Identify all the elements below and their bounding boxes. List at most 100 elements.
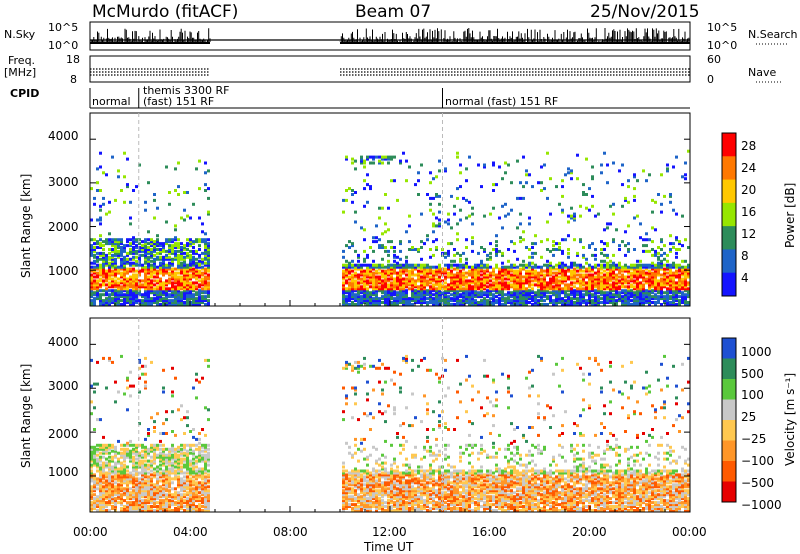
power-cell [96, 279, 99, 283]
power-cell [489, 297, 492, 301]
power-cell [399, 271, 402, 275]
power-cell [96, 181, 99, 185]
power-cell [132, 275, 135, 279]
power-cell [348, 240, 351, 244]
power-cell [192, 281, 195, 285]
power-cell [171, 238, 174, 242]
power-cell [552, 277, 555, 281]
power-ytick-1000: 1000 [48, 264, 79, 278]
vel-cell [207, 473, 210, 477]
power-cell [114, 269, 117, 273]
power-cell [405, 265, 408, 269]
power-cell [420, 271, 423, 275]
power-cell [540, 181, 543, 185]
vel-cell [189, 461, 192, 465]
power-cell [117, 277, 120, 281]
vel-cell [105, 509, 108, 512]
power-cell [648, 238, 651, 242]
power-cell [168, 301, 171, 304]
vel-cell [126, 447, 129, 451]
power-cell [159, 255, 162, 259]
power-cell [501, 265, 504, 269]
power-cell [567, 265, 570, 269]
vel-cell [117, 459, 120, 463]
vel-cell [189, 487, 192, 491]
power-cell [162, 271, 165, 275]
power-cell [543, 277, 546, 281]
power-cell [159, 299, 162, 303]
power-cell [600, 283, 603, 287]
power-cell [420, 240, 423, 244]
power-cell [117, 271, 120, 275]
vel-cell [132, 479, 135, 483]
power-cell [519, 273, 522, 277]
power-cell [102, 279, 105, 283]
vel-cell [156, 443, 159, 447]
vel-cell [126, 507, 129, 510]
power-cell [153, 242, 156, 246]
power-cell [366, 289, 369, 293]
power-cell [486, 281, 489, 285]
vel-cell [123, 467, 126, 471]
vel-cell [108, 451, 111, 455]
power-cell [168, 261, 171, 265]
power-cell [180, 275, 183, 279]
vel-cell [174, 447, 177, 451]
power-cell [534, 283, 537, 287]
power-cell [609, 283, 612, 287]
power-cell [126, 301, 129, 304]
power-cell [594, 253, 597, 257]
power-cell [465, 198, 468, 202]
power-cell [429, 248, 432, 251]
power-cell [645, 289, 648, 293]
power-cell [138, 281, 141, 285]
vel-cell [177, 453, 180, 457]
vel-cell [105, 491, 108, 495]
power-cell [195, 261, 198, 265]
vel-cell [144, 455, 147, 459]
power-cell [111, 299, 114, 303]
power-cell [567, 214, 570, 218]
nsearch-tick-bottom: 10^0 [707, 39, 738, 52]
vel-cell [159, 471, 162, 475]
power-cell [396, 198, 399, 202]
power-cell [345, 289, 348, 293]
vel-cell [141, 443, 144, 447]
power-cell [183, 303, 186, 306]
power-cell [123, 263, 126, 267]
power-cell [666, 301, 669, 304]
power-cell [453, 275, 456, 279]
power-cell [411, 289, 414, 293]
power-cell [528, 297, 531, 301]
power-cell [474, 291, 477, 295]
vel-cell [102, 447, 105, 451]
power-cell [684, 279, 687, 283]
power-cell [576, 281, 579, 285]
power-cell [543, 283, 546, 287]
power-cell [420, 299, 423, 303]
power-cell [153, 240, 156, 244]
vel-cell [114, 447, 117, 451]
power-cell [186, 279, 189, 283]
power-cell [111, 293, 114, 297]
power-cell [498, 277, 501, 281]
power-cell [660, 240, 663, 244]
power-cell [633, 173, 636, 177]
power-cell [615, 303, 618, 306]
power-cell [192, 297, 195, 301]
power-cell [408, 214, 411, 218]
power-cell [348, 263, 351, 267]
vel-cell [114, 451, 117, 455]
power-cell [171, 273, 174, 277]
vel-cell [144, 493, 147, 497]
power-cell [402, 285, 405, 289]
power-cell [420, 291, 423, 295]
power-cell [420, 301, 423, 304]
power-cell [156, 269, 159, 273]
vel-cell [150, 509, 153, 512]
power-cell [120, 240, 123, 244]
vel-cell [141, 495, 144, 499]
power-cell [639, 297, 642, 301]
power-cell [489, 257, 492, 261]
power-cell [531, 185, 534, 189]
